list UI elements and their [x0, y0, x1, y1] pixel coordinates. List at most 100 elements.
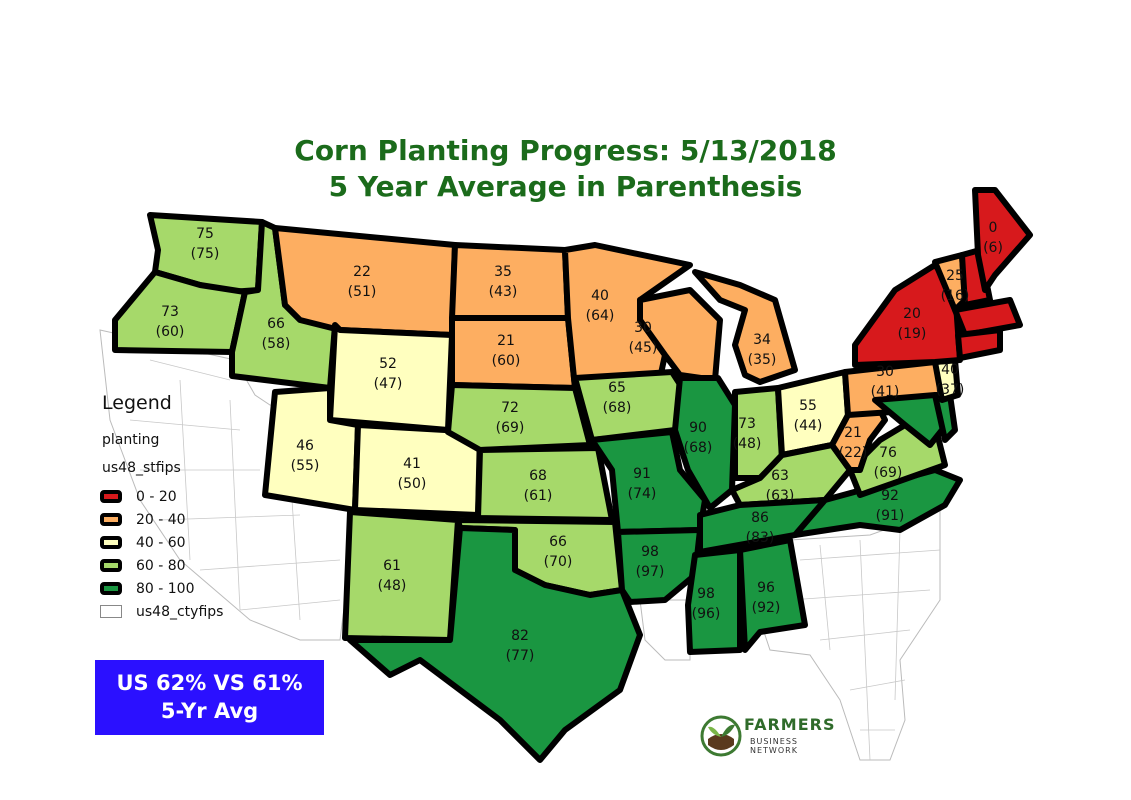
state-MA	[952, 297, 1023, 338]
state-OR	[112, 269, 248, 355]
state-KS-current: 68	[529, 468, 547, 484]
state-ME-current: 0	[989, 220, 998, 236]
state-IL	[672, 375, 738, 511]
state-KY-avg: (63)	[766, 488, 795, 504]
state-ND	[449, 242, 571, 321]
state-AL-current: 96	[757, 580, 775, 596]
legend-class-label: 60 - 80	[136, 558, 186, 574]
state-MI-current: 34	[753, 332, 771, 348]
legend-counties-label: us48_ctyfips	[136, 604, 224, 620]
state-NM-avg: (48)	[378, 578, 407, 594]
state-NC	[792, 467, 963, 538]
state-ID-current: 66	[267, 316, 285, 332]
state-SD-current: 21	[497, 333, 515, 349]
state-MS	[685, 547, 743, 655]
summary-line-2: 5-Yr Avg	[160, 699, 259, 723]
state-KS-avg: (61)	[524, 488, 553, 504]
title-line-1: Corn Planting Progress: 5/13/2018	[294, 134, 837, 167]
state-labels: 75 (75) 73 (60) 66 (58) 22 (51) 52 (47) 46 (55) 41 (5…	[156, 220, 1003, 664]
state-ME-avg: (6)	[983, 240, 1003, 256]
legend-swatch	[100, 582, 122, 595]
state-NJ-current: 40	[941, 362, 959, 378]
state-MI-avg: (35)	[748, 352, 777, 368]
logo-name: FARMERS	[744, 715, 836, 734]
state-IL-current: 90	[689, 420, 707, 436]
state-NY	[852, 262, 963, 368]
state-NM-current: 61	[383, 558, 401, 574]
state-AL	[737, 537, 808, 653]
state-TN-avg: (83)	[746, 530, 775, 546]
state-NJ-avg: (37)	[936, 382, 965, 398]
state-CT	[955, 327, 1003, 361]
state-MT-current: 22	[353, 264, 371, 280]
legend-swatch	[100, 559, 122, 572]
state-ID-avg: (58)	[262, 336, 291, 352]
summary-line-1: US 62% VS 61%	[116, 671, 303, 695]
state-MS-current: 98	[697, 586, 715, 602]
state-NE	[445, 382, 593, 453]
state-ND-avg: (43)	[489, 284, 518, 300]
farmers-business-network-logo: FARMERS BUSINESS NETWORK	[700, 713, 840, 763]
state-MN-current: 40	[591, 288, 609, 304]
state-PA-current: 30	[876, 364, 894, 380]
state-ND-current: 35	[494, 264, 512, 280]
state-WV-current: 21	[844, 425, 862, 441]
state-MD	[872, 392, 953, 448]
state-TX-avg: (77)	[506, 648, 535, 664]
state-VA-current: 76	[879, 445, 897, 461]
logo-leaf-icon	[700, 715, 742, 757]
legend-title: Legend	[102, 392, 172, 414]
state-TN-current: 86	[751, 510, 769, 526]
state-IA-avg: (68)	[603, 400, 632, 416]
legend-swatch	[100, 536, 122, 549]
state-PA-avg: (41)	[871, 384, 900, 400]
state-VT-current: 25	[946, 268, 964, 284]
legend-layer-planting: planting	[102, 432, 160, 448]
state-WA-avg: (75)	[191, 246, 220, 262]
legend-swatch	[100, 490, 122, 503]
legend-class-label: 20 - 40	[136, 512, 186, 528]
state-OK-avg: (70)	[544, 554, 573, 570]
state-VT-avg: (16)	[941, 288, 970, 304]
state-CO-avg: (50)	[398, 476, 427, 492]
state-WV-avg: (22)	[839, 445, 868, 461]
state-MT-avg: (51)	[348, 284, 377, 300]
legend-class-label: 40 - 60	[136, 535, 186, 551]
state-MN-avg: (64)	[586, 308, 615, 324]
state-ME	[972, 187, 1033, 293]
state-WY-avg: (47)	[374, 376, 403, 392]
legend-swatch	[100, 513, 122, 526]
legend-class-label: 0 - 20	[136, 489, 177, 505]
legend: Legend planting us48_stfips 0 - 20 20 - …	[100, 392, 270, 632]
us-summary-box: US 62% VS 61% 5-Yr Avg	[95, 660, 324, 735]
county-lines	[129, 359, 941, 761]
state-IN-avg: (48)	[733, 436, 762, 452]
legend-layer-states: us48_stfips	[102, 460, 181, 476]
state-NE-avg: (69)	[496, 420, 525, 436]
state-KS	[475, 445, 615, 523]
state-KY-current: 63	[771, 468, 789, 484]
state-MI	[692, 269, 798, 385]
state-SD-avg: (60)	[492, 353, 521, 369]
state-NY-avg: (19)	[898, 326, 927, 342]
state-WI-avg: (45)	[629, 340, 658, 356]
state-OR-current: 73	[161, 304, 179, 320]
map-title: Corn Planting Progress: 5/13/2018 5 Year…	[0, 133, 1131, 205]
state-UT-current: 46	[296, 438, 314, 454]
state-OK-current: 66	[549, 534, 567, 550]
legend-swatch	[100, 605, 122, 618]
state-WY-current: 52	[379, 356, 397, 372]
state-IA-current: 65	[608, 380, 626, 396]
state-OR-avg: (60)	[156, 324, 185, 340]
state-TX-current: 82	[511, 628, 529, 644]
state-IL-avg: (68)	[684, 440, 713, 456]
state-AR-avg: (97)	[636, 564, 665, 580]
state-MO-avg: (74)	[628, 486, 657, 502]
title-line-2: 5 Year Average in Parenthesis	[328, 170, 803, 203]
state-NM	[342, 509, 461, 643]
state-IN-current: 73	[738, 416, 756, 432]
state-NE-current: 72	[501, 400, 519, 416]
state-CO-current: 41	[403, 456, 421, 472]
state-AR-current: 98	[641, 544, 659, 560]
